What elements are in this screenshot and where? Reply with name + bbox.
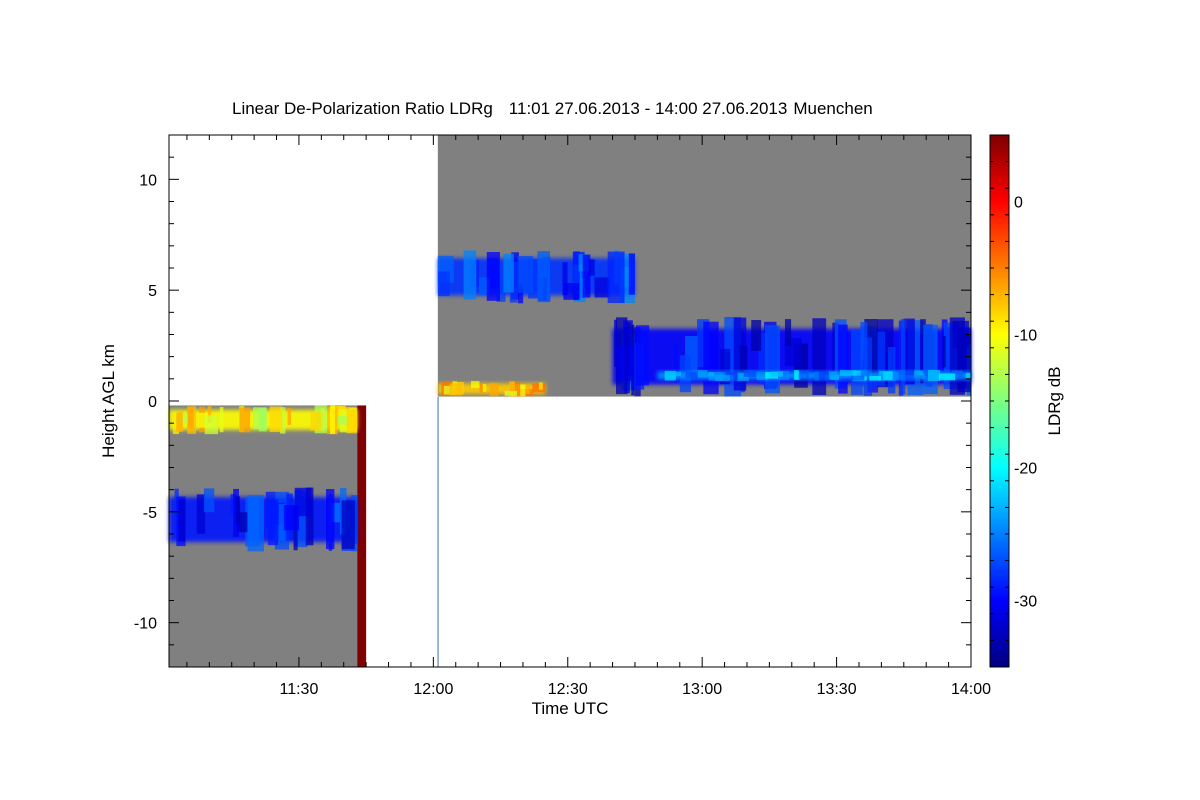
y-tick-label: 10 xyxy=(139,172,157,189)
ldr-layer-2 xyxy=(657,369,971,382)
y-tick-label: 0 xyxy=(148,394,157,411)
y-tick-label: 5 xyxy=(148,283,157,300)
y-axis: 10 5 0 -5 -10 xyxy=(134,134,971,668)
y-tick-label: -10 xyxy=(134,616,157,633)
x-axis: 11:30 12:00 12:30 13:00 13:30 14:00 xyxy=(186,135,991,698)
plot-area xyxy=(169,135,972,667)
chart-title: Linear De-Polarization Ratio LDRg xyxy=(232,99,493,118)
ldr-layer-0 xyxy=(437,250,635,304)
x-tick-label: 14:00 xyxy=(951,681,991,698)
x-tick-label: 13:00 xyxy=(682,681,722,698)
colorbar-tick-label: -10 xyxy=(1014,328,1037,345)
colorbar-tick-label: 0 xyxy=(1014,195,1023,212)
x-tick-label: 13:30 xyxy=(817,681,857,698)
colorbar: 0 -10 -20 -30 xyxy=(989,134,1037,668)
ldr-layer-5 xyxy=(169,405,358,435)
colorbar-tick-label: -20 xyxy=(1014,461,1037,478)
chart-time-range: 11:01 27.06.2013 - 14:00 27.06.2013 xyxy=(509,99,788,118)
region-saturated-2 xyxy=(357,405,367,667)
ldr-layer-1 xyxy=(612,316,971,397)
x-tick-label: 12:30 xyxy=(548,681,588,698)
x-tick-label: 11:30 xyxy=(280,681,319,698)
y-axis-label: Height AGL km xyxy=(99,344,118,458)
profile-gap-line xyxy=(437,397,439,667)
colorbar-label: LDRg dB xyxy=(1045,367,1064,436)
y-tick-label: -5 xyxy=(143,505,157,522)
ldr-layer-3 xyxy=(437,381,546,397)
ldr-layer-4 xyxy=(169,487,358,552)
x-axis-label: Time UTC xyxy=(532,699,609,718)
colorbar-gradient xyxy=(990,135,1009,667)
colorbar-tick-label: -30 xyxy=(1014,594,1037,611)
x-tick-label: 12:00 xyxy=(413,681,453,698)
chart-location: Muenchen xyxy=(793,99,872,118)
